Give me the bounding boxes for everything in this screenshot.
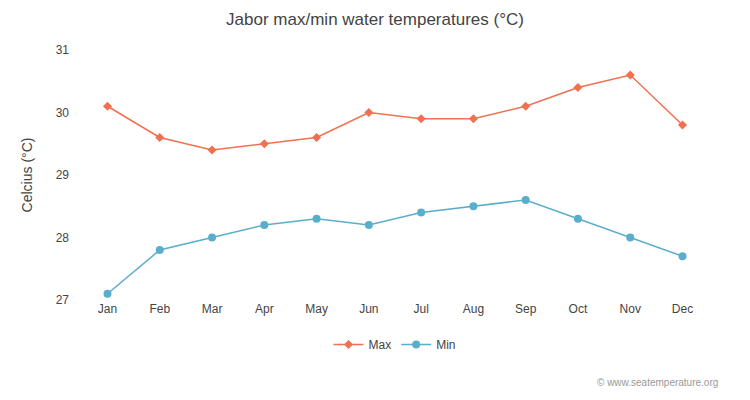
svg-text:Mar: Mar (202, 302, 223, 316)
svg-text:30: 30 (56, 106, 70, 120)
svg-text:Oct: Oct (569, 302, 588, 316)
svg-text:Jan: Jan (98, 302, 117, 316)
svg-text:Max: Max (369, 338, 392, 352)
svg-text:Min: Min (436, 338, 455, 352)
svg-text:Jabor max/min water temperatur: Jabor max/min water temperatures (°C) (226, 10, 524, 29)
svg-text:Sep: Sep (515, 302, 537, 316)
svg-text:Nov: Nov (620, 302, 641, 316)
svg-text:29: 29 (56, 168, 70, 182)
svg-text:28: 28 (56, 231, 70, 245)
svg-text:Celcius (°C): Celcius (°C) (19, 138, 35, 213)
svg-text:27: 27 (56, 293, 70, 307)
svg-text:Jun: Jun (359, 302, 378, 316)
svg-text:© www.seatemperature.org: © www.seatemperature.org (597, 377, 718, 388)
svg-text:Feb: Feb (149, 302, 170, 316)
svg-text:May: May (305, 302, 328, 316)
svg-text:Apr: Apr (255, 302, 274, 316)
svg-text:Dec: Dec (672, 302, 693, 316)
svg-text:31: 31 (56, 43, 70, 57)
svg-text:Aug: Aug (463, 302, 484, 316)
svg-text:Jul: Jul (413, 302, 428, 316)
